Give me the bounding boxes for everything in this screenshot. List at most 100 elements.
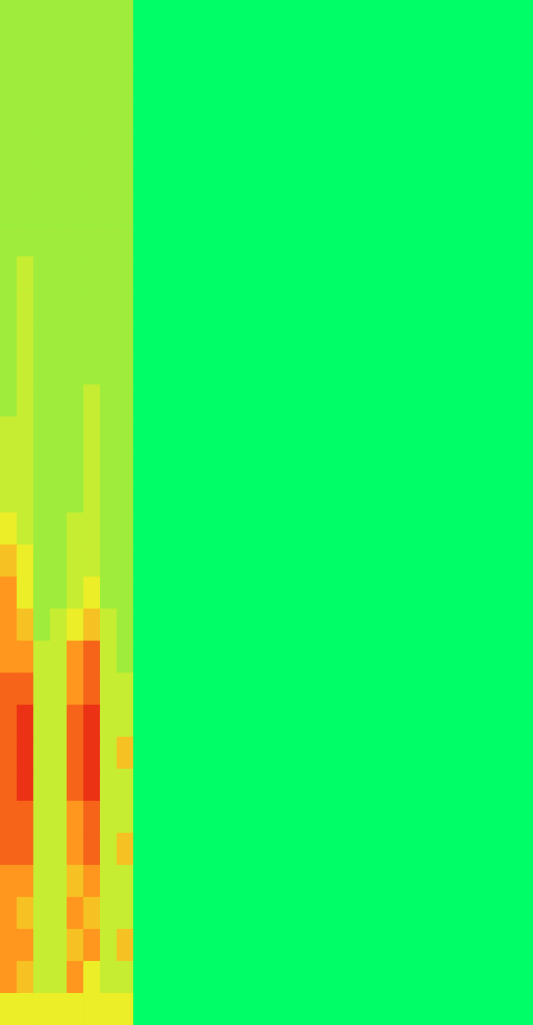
cell bbox=[400, 160, 417, 193]
cell bbox=[200, 993, 217, 1025]
cell bbox=[67, 609, 84, 642]
cell bbox=[33, 929, 50, 962]
cell bbox=[117, 96, 134, 129]
cell bbox=[500, 448, 517, 481]
cell bbox=[450, 705, 467, 738]
cell bbox=[416, 0, 433, 33]
cell bbox=[433, 352, 450, 385]
cell bbox=[316, 705, 333, 738]
cell bbox=[117, 833, 134, 866]
cell bbox=[483, 705, 500, 738]
cell bbox=[17, 384, 34, 417]
cell bbox=[283, 416, 300, 449]
cell bbox=[0, 705, 17, 738]
cell bbox=[33, 577, 50, 610]
cell bbox=[483, 224, 500, 257]
cell bbox=[267, 801, 284, 834]
cell bbox=[416, 448, 433, 481]
cell bbox=[516, 929, 533, 962]
cell bbox=[200, 737, 217, 770]
cell bbox=[200, 96, 217, 129]
cell bbox=[416, 160, 433, 193]
cell bbox=[33, 801, 50, 834]
cell bbox=[450, 673, 467, 706]
cell bbox=[50, 480, 67, 513]
cell bbox=[183, 256, 200, 289]
cell bbox=[316, 256, 333, 289]
cell bbox=[67, 801, 84, 834]
cell bbox=[316, 801, 333, 834]
cell bbox=[433, 961, 450, 994]
cell bbox=[250, 705, 267, 738]
cell bbox=[150, 641, 167, 674]
cell bbox=[316, 961, 333, 994]
cell bbox=[217, 64, 234, 97]
cell bbox=[267, 448, 284, 481]
cell bbox=[50, 641, 67, 674]
cell bbox=[433, 480, 450, 513]
cell bbox=[433, 929, 450, 962]
cell bbox=[483, 737, 500, 770]
cell bbox=[17, 96, 34, 129]
cell bbox=[167, 673, 184, 706]
cell bbox=[450, 737, 467, 770]
cell bbox=[316, 32, 333, 65]
cell bbox=[83, 384, 100, 417]
cell bbox=[50, 384, 67, 417]
cell bbox=[117, 897, 134, 930]
cell bbox=[316, 416, 333, 449]
cell bbox=[483, 769, 500, 802]
cell bbox=[200, 320, 217, 353]
cell bbox=[67, 833, 84, 866]
cell bbox=[183, 513, 200, 546]
cell bbox=[350, 641, 367, 674]
cell bbox=[167, 577, 184, 610]
cell bbox=[133, 64, 150, 97]
cell bbox=[217, 224, 234, 257]
cell bbox=[316, 769, 333, 802]
cell bbox=[416, 288, 433, 321]
cell bbox=[350, 705, 367, 738]
cell bbox=[0, 641, 17, 674]
cell bbox=[450, 320, 467, 353]
cell bbox=[483, 609, 500, 642]
cell bbox=[366, 641, 383, 674]
cell bbox=[383, 288, 400, 321]
cell bbox=[150, 545, 167, 578]
cell bbox=[300, 865, 317, 898]
cell bbox=[217, 513, 234, 546]
cell bbox=[167, 609, 184, 642]
cell bbox=[17, 448, 34, 481]
cell bbox=[316, 192, 333, 225]
cell bbox=[466, 545, 483, 578]
cell bbox=[366, 833, 383, 866]
cell bbox=[67, 192, 84, 225]
cell bbox=[33, 0, 50, 33]
cell bbox=[516, 128, 533, 161]
cell bbox=[333, 0, 350, 33]
cell bbox=[450, 577, 467, 610]
cell bbox=[450, 416, 467, 449]
cell bbox=[333, 256, 350, 289]
cell bbox=[516, 64, 533, 97]
cell bbox=[500, 96, 517, 129]
cell bbox=[283, 480, 300, 513]
cell bbox=[366, 256, 383, 289]
cell bbox=[267, 128, 284, 161]
cell bbox=[383, 961, 400, 994]
cell bbox=[516, 705, 533, 738]
cell bbox=[300, 224, 317, 257]
cell bbox=[516, 288, 533, 321]
cell bbox=[100, 128, 117, 161]
cell bbox=[33, 96, 50, 129]
cell bbox=[350, 577, 367, 610]
cell bbox=[150, 897, 167, 930]
cell bbox=[117, 737, 134, 770]
cell bbox=[267, 352, 284, 385]
cell bbox=[416, 993, 433, 1025]
cell bbox=[333, 128, 350, 161]
cell bbox=[283, 705, 300, 738]
cell bbox=[333, 609, 350, 642]
cell bbox=[67, 320, 84, 353]
cell bbox=[200, 641, 217, 674]
